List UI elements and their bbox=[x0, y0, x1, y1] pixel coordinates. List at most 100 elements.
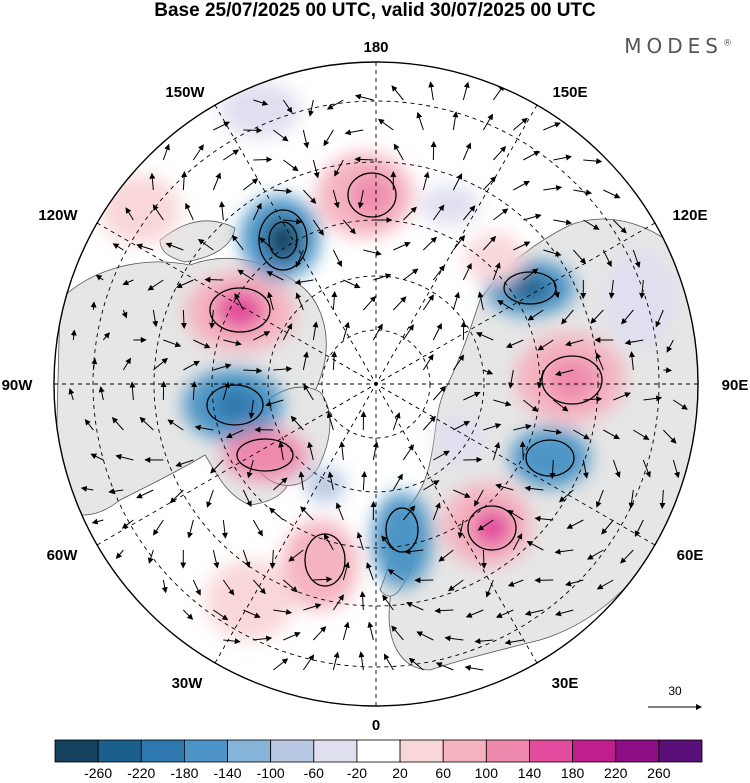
anomaly-pos-siberia-east-core bbox=[547, 358, 597, 402]
wind-arrow bbox=[464, 664, 484, 671]
wind-arrow bbox=[387, 569, 404, 581]
wind-arrow bbox=[331, 351, 338, 371]
wind-arrow bbox=[416, 111, 424, 131]
wind-arrow bbox=[343, 279, 361, 289]
wind-arrow bbox=[302, 351, 309, 371]
wind-arrow bbox=[621, 309, 634, 325]
wind-arrow bbox=[465, 609, 484, 618]
wind-arrow bbox=[393, 143, 404, 161]
wind-arrow bbox=[403, 268, 419, 281]
wind-arrow bbox=[435, 662, 454, 671]
wind-arrow bbox=[302, 129, 310, 149]
wind-arrow bbox=[269, 549, 276, 569]
wind-arrow bbox=[513, 117, 528, 131]
colorbar-swatch bbox=[658, 739, 703, 763]
wind-arrow bbox=[493, 208, 509, 221]
colorbar-swatch bbox=[529, 739, 574, 763]
wind-arrow bbox=[115, 549, 124, 560]
anomaly-neg-siberia-central bbox=[510, 428, 590, 488]
wind-arrow bbox=[492, 145, 507, 161]
wind-arrow bbox=[659, 489, 666, 509]
wind-arrow bbox=[265, 399, 284, 407]
wind-arrow bbox=[377, 118, 394, 131]
lon-label-60e: 60E bbox=[677, 547, 704, 564]
wind-arrow bbox=[273, 658, 289, 671]
wind-arrow bbox=[252, 579, 266, 595]
wind-arrow bbox=[534, 515, 554, 522]
modes-logo: MODES® bbox=[624, 34, 732, 58]
wind-arrow bbox=[422, 353, 434, 371]
wind-arrow bbox=[523, 213, 542, 221]
wind-arrow bbox=[354, 93, 374, 101]
wind-arrow bbox=[391, 625, 404, 641]
wind-arrow bbox=[187, 519, 194, 539]
anomaly-neg-pacific-east bbox=[420, 185, 480, 225]
wind-arrow bbox=[194, 424, 214, 431]
wind-arrow bbox=[191, 381, 198, 401]
contour-line bbox=[236, 438, 294, 472]
anomaly-neg-scandinavia bbox=[372, 492, 432, 588]
lon-label-30e: 30E bbox=[552, 675, 579, 692]
wind-arrow bbox=[452, 291, 460, 311]
wind-arrow bbox=[422, 171, 430, 191]
colorbar-swatch bbox=[270, 739, 315, 763]
wind-arrow bbox=[526, 541, 544, 551]
wind-arrow bbox=[477, 519, 494, 531]
wind-arrow bbox=[175, 459, 194, 468]
wind-arrow bbox=[273, 129, 289, 142]
colorbar-tick-label: -20 bbox=[347, 765, 367, 781]
wind-arrow bbox=[366, 562, 374, 581]
wind-arrow bbox=[326, 411, 334, 431]
wind-arrow bbox=[283, 632, 301, 641]
wind-arrow bbox=[462, 262, 472, 281]
wind-arrow bbox=[483, 369, 494, 375]
wind-arrow bbox=[492, 441, 501, 461]
wind-arrow bbox=[223, 638, 241, 645]
anomaly-pos-bering-core bbox=[352, 173, 392, 217]
wind-arrow bbox=[212, 172, 222, 191]
wind-arrow bbox=[561, 309, 574, 325]
wind-arrow bbox=[246, 459, 254, 479]
wind-arrow bbox=[673, 399, 688, 410]
wind-arrow bbox=[372, 323, 383, 341]
wind-arrow bbox=[331, 291, 338, 311]
wind-arrow bbox=[253, 99, 269, 106]
wind-arrow bbox=[573, 429, 590, 440]
anomaly-neg-gulf-alaska-core bbox=[265, 218, 301, 262]
colorbar-swatch bbox=[97, 739, 142, 763]
wind-arrow bbox=[603, 429, 620, 440]
wind-arrow bbox=[363, 249, 382, 256]
wind-arrow bbox=[234, 293, 244, 311]
contour-line bbox=[385, 507, 419, 553]
wind-arrow bbox=[524, 485, 544, 492]
wind-arrow bbox=[666, 339, 674, 353]
anomaly-pos-russia-west-core bbox=[472, 508, 512, 548]
wind-arrow bbox=[527, 309, 544, 321]
wind-arrow bbox=[452, 111, 459, 131]
wind-arrow bbox=[222, 381, 230, 401]
wind-arrow bbox=[176, 279, 194, 289]
wind-arrow bbox=[612, 459, 621, 478]
wind-arrow bbox=[361, 471, 368, 491]
contour-line bbox=[541, 355, 603, 405]
wind-arrow bbox=[303, 383, 314, 401]
wind-arrow bbox=[483, 423, 502, 431]
wind-arrow bbox=[122, 279, 134, 286]
wind-arrow bbox=[300, 506, 314, 521]
colorbar-tick-label: 140 bbox=[518, 765, 542, 781]
wind-arrow bbox=[342, 621, 350, 641]
wind-arrow bbox=[474, 638, 494, 645]
wind-arrow bbox=[507, 509, 524, 521]
wind-arrow bbox=[632, 249, 641, 268]
wind-arrow bbox=[602, 249, 612, 268]
wind-arrow bbox=[603, 189, 621, 199]
wind-arrow bbox=[183, 360, 201, 371]
wind-arrow bbox=[288, 549, 304, 562]
wind-arrow bbox=[497, 300, 514, 311]
anomaly-pos-north-pacific bbox=[465, 233, 525, 283]
wind-arrow bbox=[91, 518, 104, 525]
wind-arrow bbox=[482, 235, 497, 251]
lon-label-120e: 120E bbox=[672, 207, 707, 224]
wind-arrow bbox=[290, 415, 304, 431]
wind-arrow bbox=[463, 391, 481, 401]
